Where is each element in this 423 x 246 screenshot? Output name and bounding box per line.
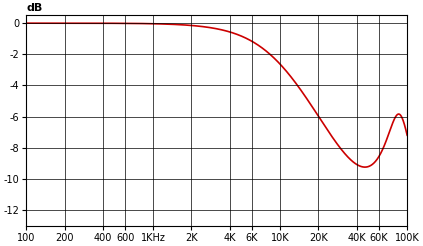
Text: dB: dB bbox=[26, 3, 43, 13]
